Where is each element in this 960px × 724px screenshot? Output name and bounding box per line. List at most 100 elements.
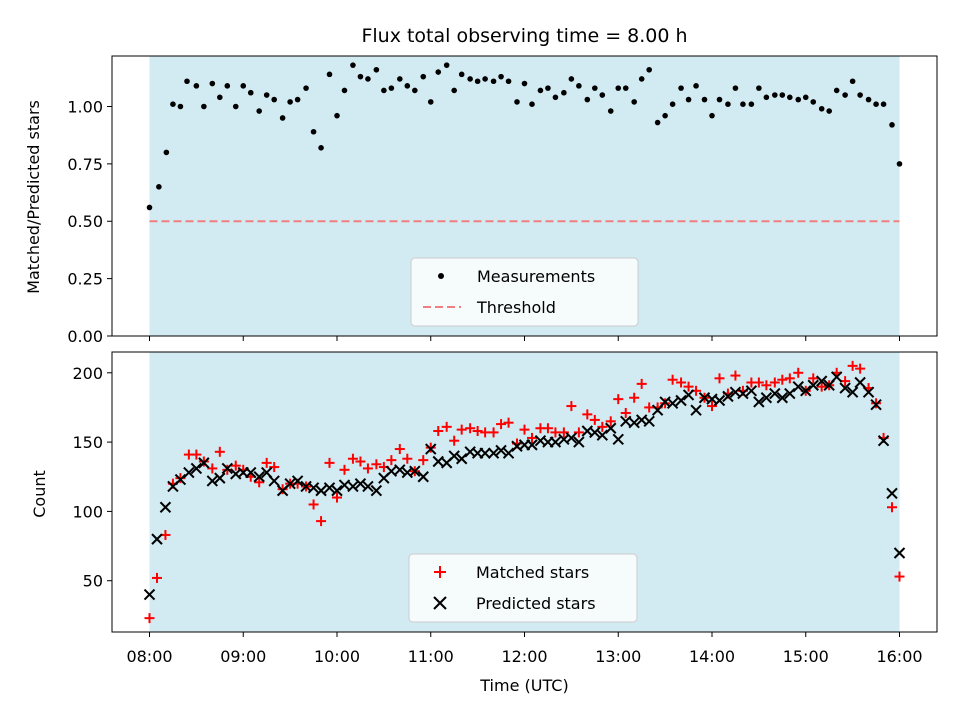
top-y-axis: 0.00 0.25 0.50 0.75 1.00 xyxy=(67,97,112,346)
x-tick-label: 10:00 xyxy=(314,647,360,666)
matched-star-point xyxy=(465,423,476,434)
matched-star-point xyxy=(855,363,866,374)
predicted-star-point xyxy=(479,447,491,459)
measurement-point xyxy=(552,94,559,101)
predicted-star-point xyxy=(807,379,819,391)
measurement-point xyxy=(521,80,528,87)
predicted-star-point xyxy=(886,487,898,500)
matched-star-point xyxy=(816,381,827,392)
predicted-star-point xyxy=(183,466,195,479)
measurement-point xyxy=(482,76,488,82)
bottom-y-axis-label: Count xyxy=(30,470,49,518)
x-tick-label: 08:00 xyxy=(126,647,172,666)
matched-star-point xyxy=(362,463,373,474)
measurement-point xyxy=(716,96,723,103)
measurement-point xyxy=(303,85,309,91)
predicted-star-point xyxy=(753,396,765,408)
matched-star-point xyxy=(441,421,452,432)
matched-star-point xyxy=(261,457,272,468)
predicted-star-point xyxy=(347,480,359,493)
predicted-star-point xyxy=(573,436,585,448)
matched-star-point xyxy=(324,457,335,468)
predicted-star-point xyxy=(722,390,734,403)
measurement-point xyxy=(615,85,622,91)
matched-star-point xyxy=(316,516,327,527)
measurement-point xyxy=(576,83,582,89)
predicted-star-point xyxy=(769,387,781,400)
measurement-point xyxy=(146,204,153,211)
measurement-point xyxy=(334,112,340,119)
matched-star-point xyxy=(519,424,530,435)
predicted-star-point xyxy=(682,389,695,401)
predicted-star-point xyxy=(253,471,265,483)
measurements-points xyxy=(146,62,903,211)
matched-star-point xyxy=(589,414,600,425)
predicted-star-point xyxy=(417,471,429,483)
measurement-point xyxy=(772,92,778,98)
matched-star-point xyxy=(144,613,155,624)
matched-star-point xyxy=(480,427,491,438)
matched-star-point xyxy=(620,407,631,418)
measurement-point xyxy=(443,62,450,68)
measurement-point xyxy=(357,73,364,80)
measurement-point xyxy=(287,99,293,105)
predicted-star-point xyxy=(331,484,343,497)
matched-star-point xyxy=(605,416,616,427)
measurement-point xyxy=(802,94,809,101)
top-y-tick-label: 0.75 xyxy=(67,155,103,174)
measurement-point xyxy=(833,87,840,94)
matched-star-point xyxy=(566,401,577,412)
measurement-point xyxy=(435,69,442,75)
matched-star-point xyxy=(230,460,241,471)
matched-star-point xyxy=(894,571,905,582)
legend-measurements-label: Measurements xyxy=(477,267,595,286)
matched-star-point xyxy=(488,427,499,438)
measurement-point xyxy=(224,83,231,89)
top-legend[interactable]: Measurements Threshold xyxy=(410,257,639,327)
matched-star-point xyxy=(254,477,265,488)
predicted-star-point xyxy=(198,457,210,469)
matched-star-point xyxy=(355,456,366,467)
measurement-point xyxy=(787,94,793,101)
matched-star-point xyxy=(433,426,444,437)
top-panel: 0.00 0.25 0.50 0.75 1.00 Flux total observin… xyxy=(24,25,938,346)
matched-star-point xyxy=(730,370,741,381)
measurement-point xyxy=(467,76,473,82)
matched-star-point xyxy=(308,499,319,510)
measurement-point xyxy=(388,85,395,91)
matched-star-point xyxy=(542,423,553,434)
measurement-point xyxy=(545,85,551,91)
predicted-star-point xyxy=(362,480,374,493)
matched-star-point xyxy=(503,417,514,428)
matched-star-point xyxy=(793,367,804,378)
x-tick-label: 12:00 xyxy=(501,647,547,666)
predicted-star-point xyxy=(605,422,617,434)
bottom-legend[interactable]: Matched stars Predicted stars xyxy=(408,553,638,623)
matched-star-point xyxy=(667,374,678,385)
predicted-star-point xyxy=(666,397,679,409)
measurement-point xyxy=(232,103,239,110)
measurement-point xyxy=(631,99,637,105)
measurement-point xyxy=(263,92,270,98)
matched-star-point xyxy=(847,360,858,371)
measurement-point xyxy=(779,92,786,98)
predicted-star-point xyxy=(877,435,890,447)
matched-star-point xyxy=(761,380,772,391)
matched-star-point xyxy=(636,378,647,389)
x-tick-label: 09:00 xyxy=(220,647,266,666)
measurement-point xyxy=(654,119,661,126)
top-legend-box xyxy=(410,257,639,327)
predicted-star-point xyxy=(854,376,866,389)
predicted-star-point xyxy=(846,386,859,398)
predicted-star-point xyxy=(862,386,875,398)
measurement-point xyxy=(217,94,223,101)
measurement-point xyxy=(412,87,418,94)
measurement-point xyxy=(184,78,190,85)
predicted-star-point xyxy=(596,429,609,441)
predicted-star-point xyxy=(526,439,538,451)
predicted-star-point xyxy=(268,475,280,487)
predicted-star-point xyxy=(448,450,460,462)
count-points xyxy=(143,360,906,624)
measurement-point xyxy=(420,73,427,80)
measurement-point xyxy=(607,108,614,114)
